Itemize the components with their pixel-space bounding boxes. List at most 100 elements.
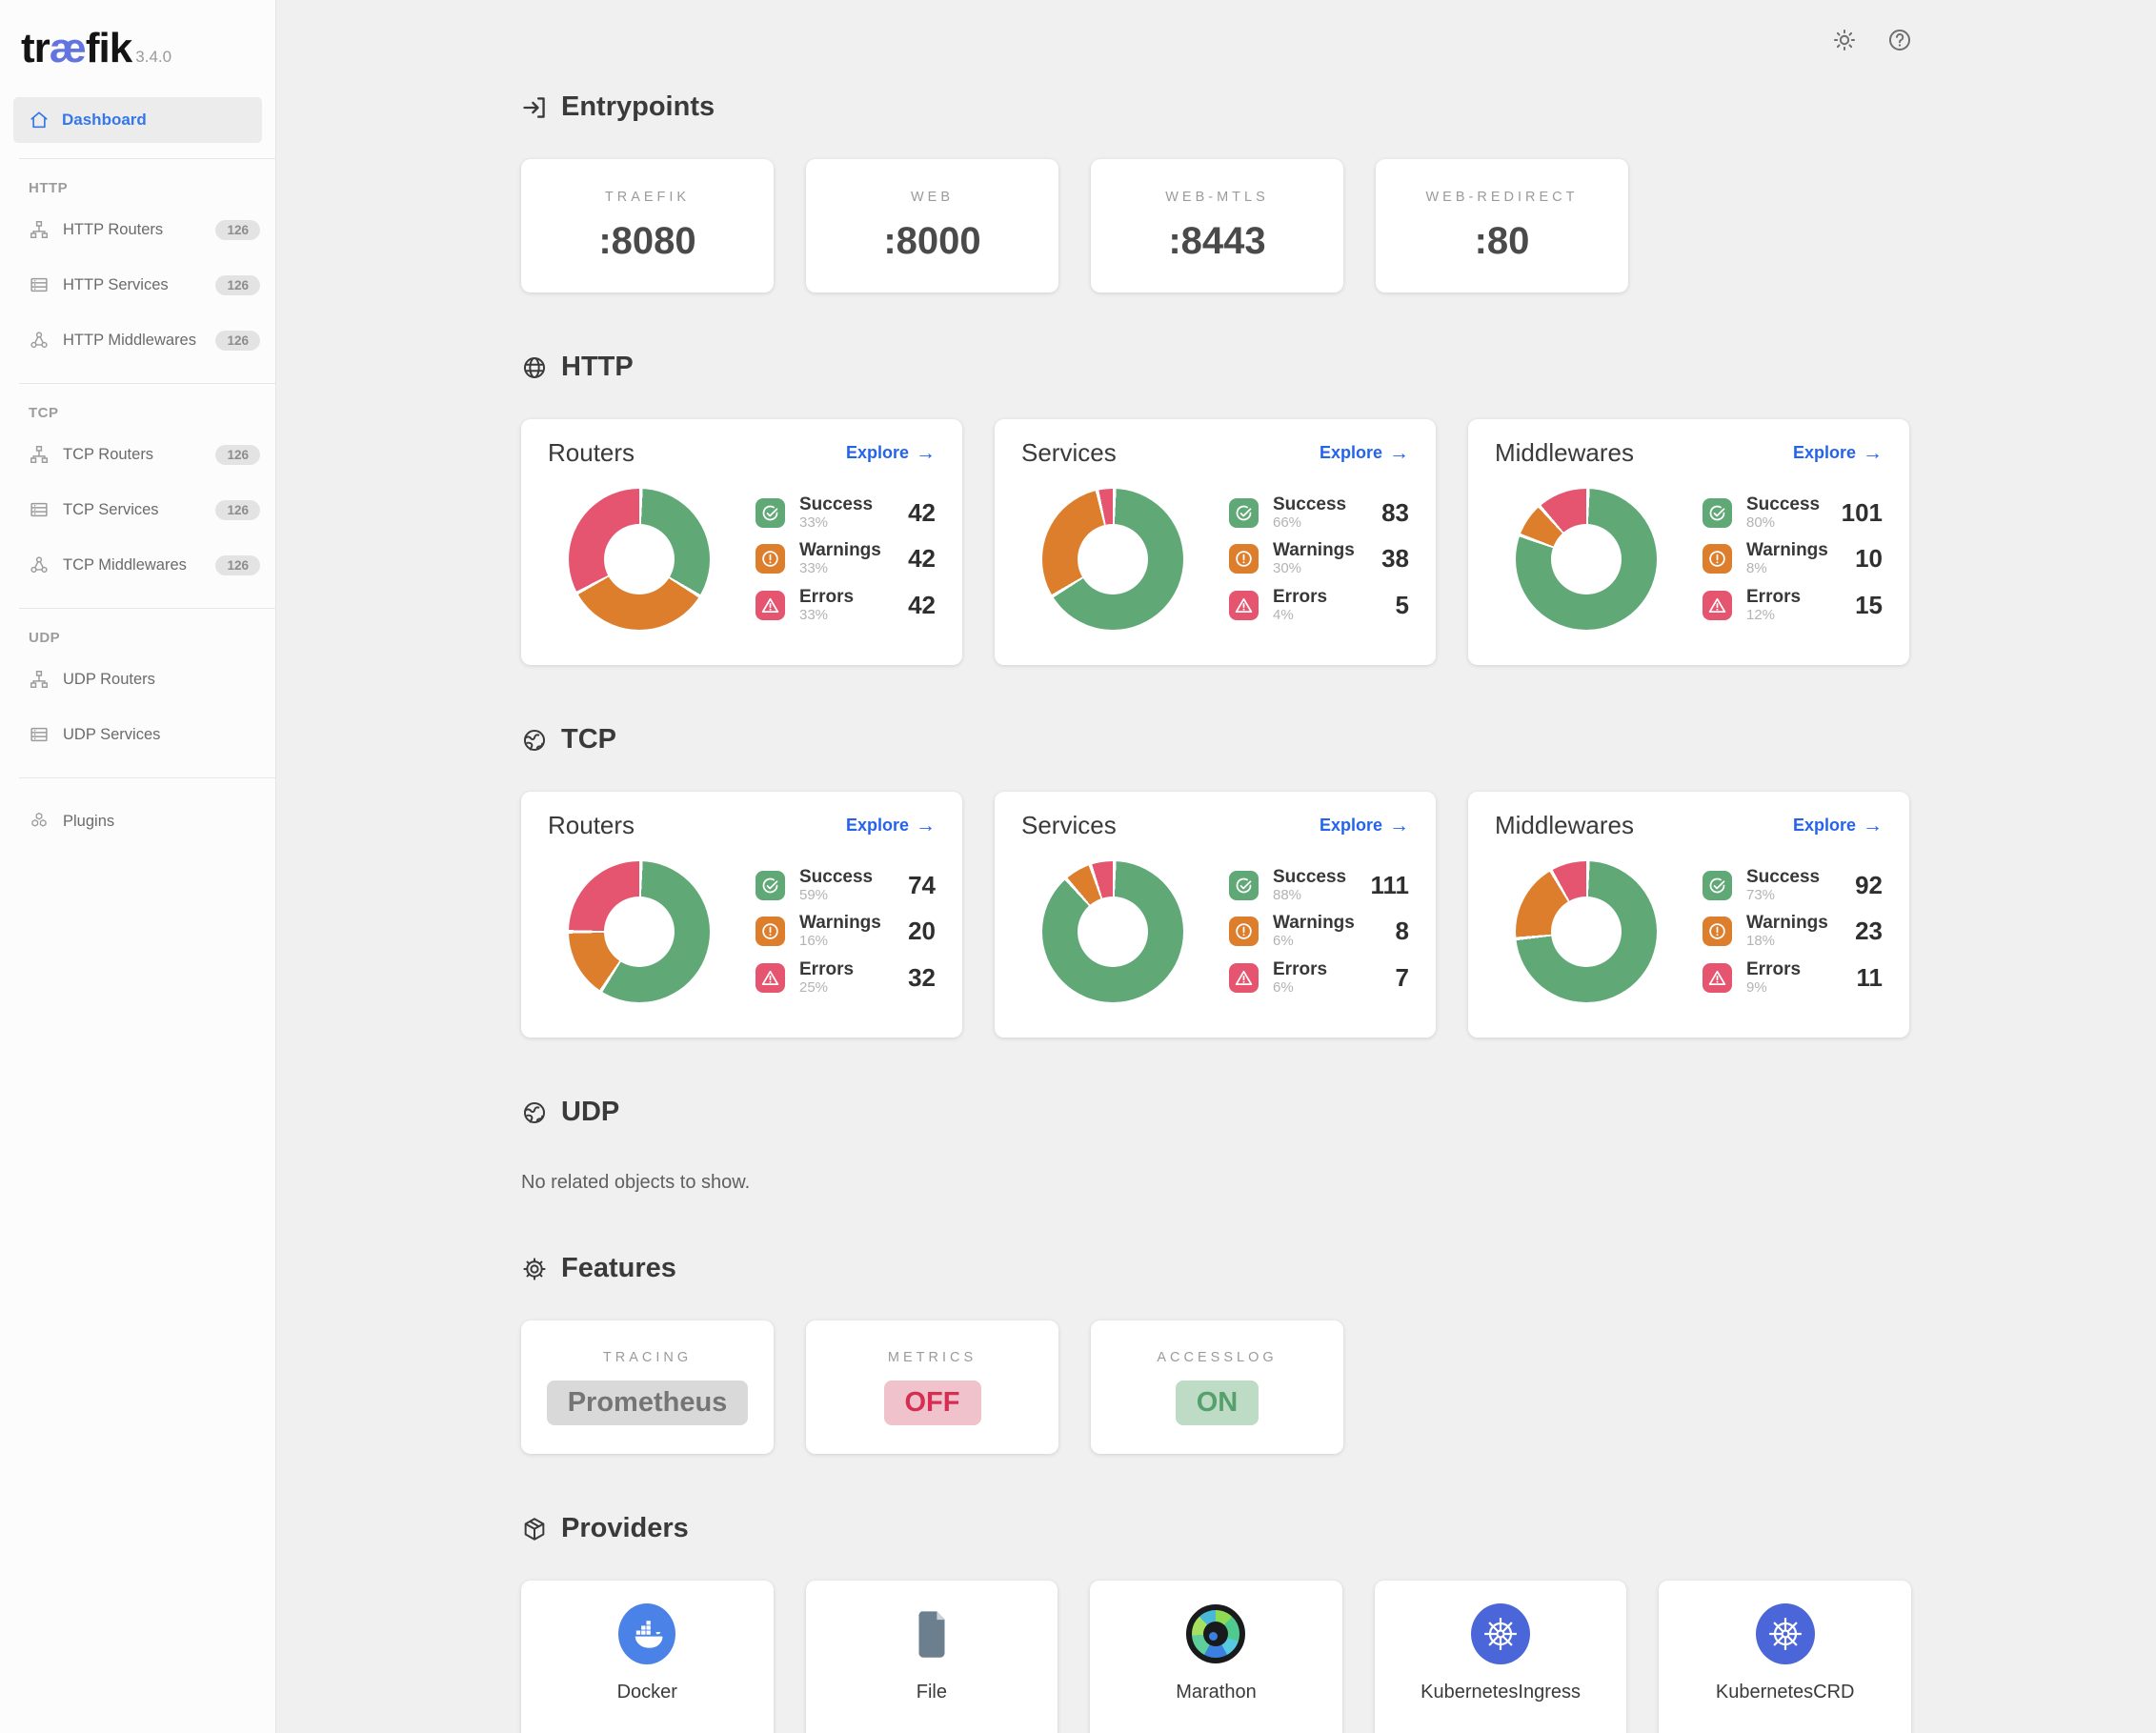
stat-percent: 6% <box>1273 933 1294 950</box>
stat-value: 74 <box>908 871 936 900</box>
entrypoint-card-web: WEB :8000 <box>806 159 1058 292</box>
sidebar-item-http-middlewares[interactable]: HTTP Middlewares 126 <box>0 312 275 368</box>
warning-icon <box>756 917 785 947</box>
explore-label: Explore <box>845 816 909 835</box>
sidebar-item-http-services[interactable]: HTTP Services 126 <box>0 257 275 312</box>
gear-icon <box>521 1256 548 1282</box>
arrow-right-icon: → <box>916 442 936 464</box>
stat-value: 83 <box>1381 498 1409 528</box>
feature-name: TRACING <box>602 1349 693 1365</box>
explore-link[interactable]: Explore → <box>1793 816 1883 836</box>
sidebar-item-tcp-routers[interactable]: TCP Routers 126 <box>0 427 275 482</box>
arrow-right-icon: → <box>1863 815 1883 836</box>
warning-icon <box>1229 917 1259 947</box>
feature-value-badge: OFF <box>883 1380 981 1425</box>
divider <box>19 158 275 159</box>
routers-icon <box>29 444 50 465</box>
warning-icon <box>756 544 785 574</box>
entrypoint-port: :80 <box>1474 219 1530 262</box>
legend-row-success: Success 66% 83 <box>1229 494 1409 531</box>
stat-label: Warnings <box>1273 913 1355 934</box>
sidebar-item-tcp-middlewares[interactable]: TCP Middlewares 126 <box>0 537 275 593</box>
services-icon <box>29 274 50 295</box>
count-badge: 126 <box>215 554 260 575</box>
sidebar-item-udp-routers[interactable]: UDP Routers <box>0 652 275 707</box>
section-title: Entrypoints <box>561 91 715 122</box>
logo-text: fik <box>85 25 132 71</box>
logo-text: tr <box>21 25 50 71</box>
stat-percent: 30% <box>1273 560 1302 577</box>
stat-label: Success <box>1273 866 1347 887</box>
sidebar-item-tcp-services[interactable]: TCP Services 126 <box>0 482 275 537</box>
stat-label: Success <box>799 866 874 887</box>
marathon-icon <box>1185 1603 1246 1664</box>
services-icon <box>29 724 50 745</box>
donut-hole <box>1078 524 1148 594</box>
sidebar-item-label: TCP Routers <box>63 445 154 463</box>
section-title: HTTP <box>561 352 634 382</box>
entrypoint-name: WEB-MTLS <box>1165 189 1269 205</box>
sidebar-item-label: UDP Routers <box>63 670 155 688</box>
count-badge: 126 <box>215 274 260 295</box>
arrow-right-icon: → <box>916 815 936 836</box>
stat-value: 23 <box>1855 917 1883 946</box>
http-cards-row: Routers Explore → Success 33% 42 Warnings 3… <box>521 419 1911 665</box>
feature-card-metrics: METRICS OFF <box>806 1320 1058 1454</box>
explore-link[interactable]: Explore → <box>1793 443 1883 463</box>
stat-label: Errors <box>1273 958 1328 979</box>
explore-link[interactable]: Explore → <box>846 816 936 836</box>
entrypoints-row: TRAEFIK :8080 WEB :8000 WEB-MTLS :8443 W… <box>521 159 1911 292</box>
explore-label: Explore <box>1792 816 1856 835</box>
help-icon[interactable] <box>1886 27 1913 53</box>
explore-link[interactable]: Explore → <box>1320 816 1409 836</box>
stat-percent: 12% <box>1746 606 1776 623</box>
warning-icon <box>1229 544 1259 574</box>
explore-link[interactable]: Explore → <box>1320 443 1409 463</box>
legend-row-warnings: Warnings 30% 38 <box>1229 540 1409 577</box>
stat-label: Success <box>1746 866 1821 887</box>
tcp-middlewares-card: Middlewares Explore → Success 73% 92 Warni… <box>1468 792 1909 1038</box>
stat-value: 5 <box>1395 590 1409 619</box>
sidebar-item-udp-services[interactable]: UDP Services <box>0 707 275 762</box>
file-icon <box>901 1603 962 1664</box>
services-icon <box>29 499 50 520</box>
warning-icon <box>1703 917 1732 947</box>
plugins-icon <box>29 811 50 832</box>
stat-label: Errors <box>799 586 855 607</box>
explore-link[interactable]: Explore → <box>846 443 936 463</box>
feature-value-badge: Prometheus <box>546 1380 749 1425</box>
sidebar-item-plugins[interactable]: Plugins <box>0 794 275 849</box>
stat-percent: 59% <box>799 886 829 903</box>
sidebar-item-label: TCP Middlewares <box>63 555 187 574</box>
feature-name: METRICS <box>887 1349 977 1365</box>
legend-row-errors: Errors 4% 5 <box>1229 587 1409 623</box>
sidebar-item-label: HTTP Services <box>63 275 169 293</box>
http-header: HTTP <box>521 352 1911 383</box>
sidebar-item-label: TCP Services <box>63 500 159 518</box>
stat-value: 92 <box>1855 871 1883 900</box>
legend-row-errors: Errors 12% 15 <box>1703 587 1883 623</box>
stat-value: 20 <box>908 917 936 946</box>
donut-hole <box>1551 524 1622 594</box>
stat-percent: 33% <box>799 514 829 531</box>
stat-percent: 80% <box>1746 514 1776 531</box>
error-icon <box>1229 962 1259 993</box>
middlewares-icon <box>29 554 50 575</box>
stat-percent: 6% <box>1273 978 1294 996</box>
sidebar-item-label: HTTP Routers <box>63 220 164 238</box>
stat-label: Errors <box>799 958 855 979</box>
sidebar-item-dashboard[interactable]: Dashboard <box>13 97 262 143</box>
stat-value: 11 <box>1856 962 1884 992</box>
sidebar-item-http-routers[interactable]: HTTP Routers 126 <box>0 202 275 257</box>
stat-label: Warnings <box>1746 913 1828 934</box>
provider-card-kubernetes-ingress: KubernetesIngress <box>1374 1581 1627 1733</box>
http-services-card: Services Explore → Success 66% 83 Warnings… <box>995 419 1436 665</box>
theme-toggle-sun-icon[interactable] <box>1831 27 1858 53</box>
legend: Success 66% 83 Warnings 30% 38 Errors 4% 5 <box>1229 494 1409 623</box>
divider <box>19 777 275 778</box>
sidebar-section-tcp: TCP <box>29 405 59 421</box>
tcp-cards-row: Routers Explore → Success 59% 74 Warnings 1… <box>521 792 1911 1038</box>
stat-percent: 33% <box>799 606 829 623</box>
success-icon <box>1229 871 1259 901</box>
provider-card-docker: Docker <box>521 1581 774 1733</box>
